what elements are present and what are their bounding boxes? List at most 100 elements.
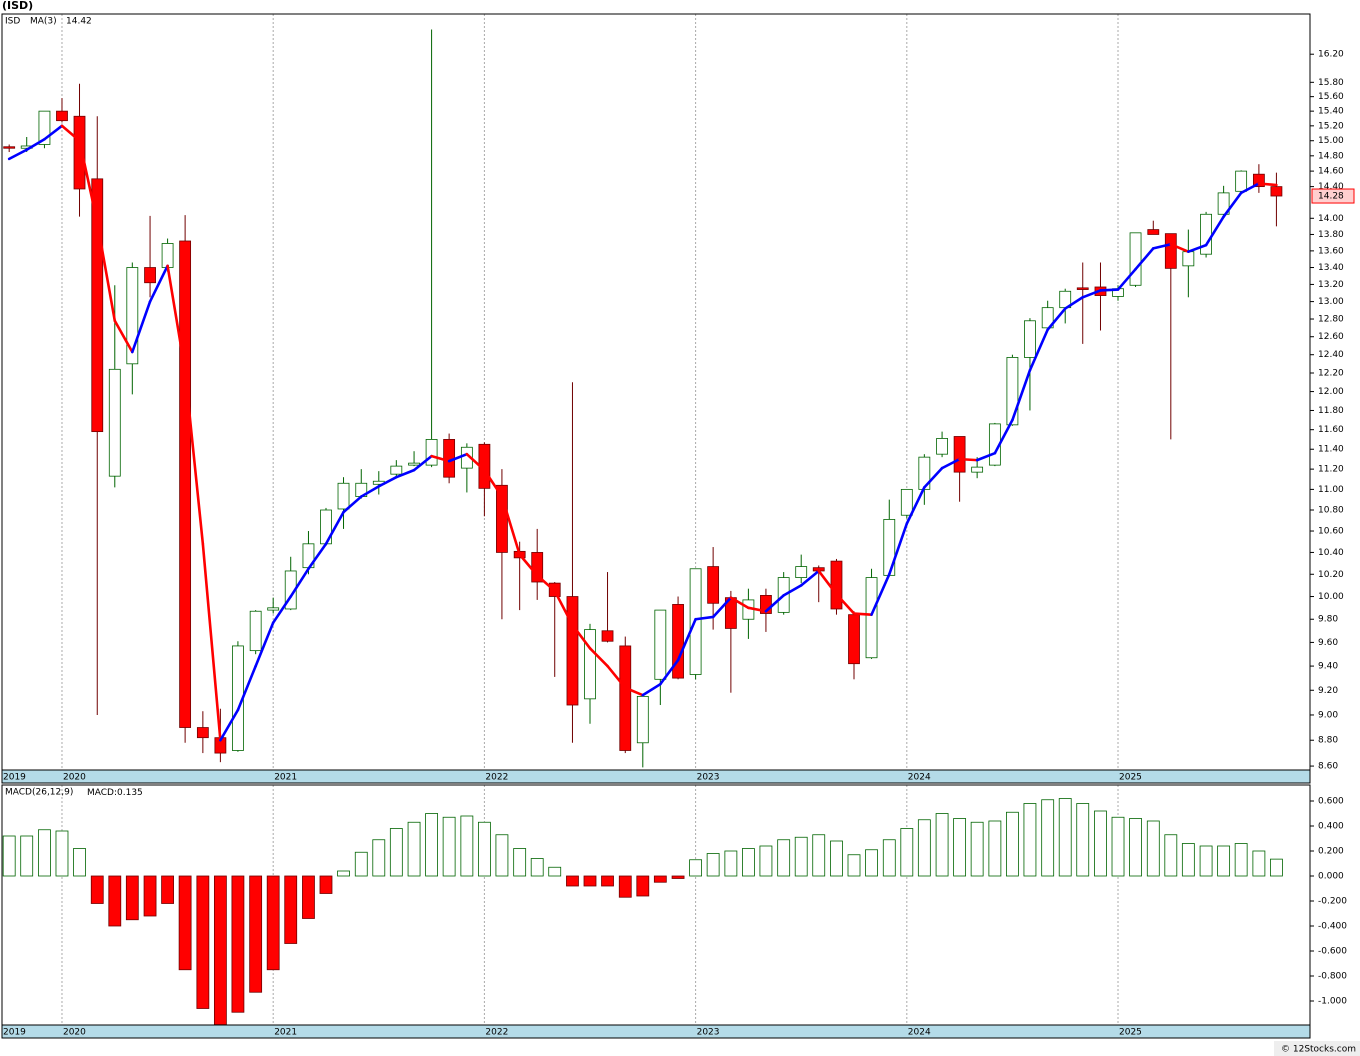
y-tick-label: 8.60 — [1318, 762, 1338, 772]
bar — [460, 815, 474, 877]
x-tick-label: 2021 — [274, 1028, 297, 1038]
bar — [337, 870, 350, 877]
plot-frame — [1, 784, 1311, 1026]
bar — [742, 848, 755, 877]
bar — [812, 834, 826, 877]
bar — [847, 854, 861, 877]
legend-name: MACD(26,12,9) — [5, 788, 73, 798]
ma-line — [993, 418, 1014, 455]
candle-body — [865, 577, 878, 659]
candle-body — [1147, 229, 1160, 235]
y-tick-label: 10.00 — [1318, 592, 1344, 602]
y-tick-label: 11.00 — [1318, 485, 1344, 495]
ma-line — [254, 621, 275, 668]
candle-body — [108, 368, 121, 477]
candle-body — [953, 436, 966, 473]
bar — [1094, 810, 1107, 877]
bar — [1076, 803, 1090, 877]
bar — [477, 821, 491, 877]
ma-line — [923, 466, 944, 489]
candle-body — [936, 438, 948, 455]
x-tick-label: 2020 — [63, 1028, 86, 1038]
bar — [407, 821, 421, 877]
candle-body — [38, 110, 51, 145]
bar — [495, 834, 509, 877]
candle-body — [1182, 251, 1195, 267]
bar — [1041, 799, 1055, 877]
y-tick-label: 15.60 — [1318, 92, 1344, 102]
candle-body — [636, 695, 649, 744]
bar — [636, 875, 650, 897]
y-tick-label: 15.00 — [1318, 136, 1344, 146]
ma-line — [887, 522, 909, 576]
candle-body — [390, 465, 403, 475]
bar — [513, 848, 527, 877]
y-tick-label: 10.20 — [1318, 570, 1344, 580]
ma-line — [95, 221, 117, 323]
bar — [724, 850, 738, 877]
price-tag-label: 14.28 — [1318, 192, 1344, 202]
ma-line — [852, 612, 873, 616]
y-tick-label: 0.000 — [1318, 872, 1344, 882]
x-tick-label: 2022 — [485, 773, 508, 783]
bar — [213, 875, 227, 1026]
ma-line — [289, 567, 310, 598]
legend-indicator: MA(3) — [30, 17, 57, 27]
ma-line — [905, 486, 926, 525]
plot-frame — [1, 13, 1311, 771]
ma-line — [1046, 307, 1067, 331]
bar — [1111, 816, 1125, 877]
footer-box — [1274, 1041, 1360, 1056]
bar — [601, 875, 614, 887]
x-tick-label: 2019 — [3, 1028, 26, 1038]
candle-body — [1252, 173, 1265, 188]
ma-line — [113, 319, 134, 354]
candle-body — [1270, 186, 1283, 197]
candle-body — [900, 488, 913, 516]
bar — [1181, 843, 1195, 877]
y-tick-label: 12.60 — [1318, 332, 1344, 342]
x-tick-label: 2025 — [1119, 773, 1142, 783]
ma-line — [271, 595, 293, 624]
ma-line — [1081, 289, 1102, 299]
candle-body — [3, 146, 16, 149]
candle-body — [91, 178, 104, 433]
ma-line — [553, 589, 574, 627]
bar — [1270, 858, 1283, 877]
ma-line — [377, 475, 398, 488]
candle-body — [795, 566, 808, 578]
footer: © 12Stocks.com — [1281, 1045, 1356, 1055]
bar — [143, 875, 157, 917]
candle-body — [196, 727, 209, 739]
chart-title: (ISD) — [2, 0, 33, 12]
bar — [548, 866, 562, 877]
ma-line — [183, 369, 205, 546]
ma-line — [958, 457, 979, 462]
candle-body — [161, 243, 174, 268]
y-tick-label: -1.000 — [1318, 997, 1347, 1007]
y-tick-label: 9.20 — [1318, 686, 1338, 696]
ma-line — [817, 569, 838, 596]
y-tick-label: -0.800 — [1318, 972, 1347, 982]
ma-line — [1204, 215, 1225, 247]
x-tick-label: 2025 — [1119, 1028, 1142, 1038]
y-tick-label: 13.40 — [1318, 263, 1344, 273]
ma-line — [676, 617, 697, 662]
y-tick-label: 0.400 — [1318, 822, 1344, 832]
legend-prefix: MACD: — [87, 788, 117, 798]
ma-line — [148, 264, 169, 303]
ma-line — [641, 682, 662, 697]
ma-line — [25, 137, 46, 152]
candle-body — [1024, 320, 1036, 358]
ma-line — [395, 468, 416, 479]
ma-line — [236, 664, 257, 712]
bar — [161, 875, 174, 904]
bar — [953, 818, 967, 877]
bar — [196, 875, 210, 1009]
candle-body — [144, 267, 156, 284]
ma-line — [1257, 182, 1278, 187]
bar — [1058, 798, 1072, 877]
candle-body — [249, 610, 262, 652]
bar — [1234, 843, 1248, 877]
